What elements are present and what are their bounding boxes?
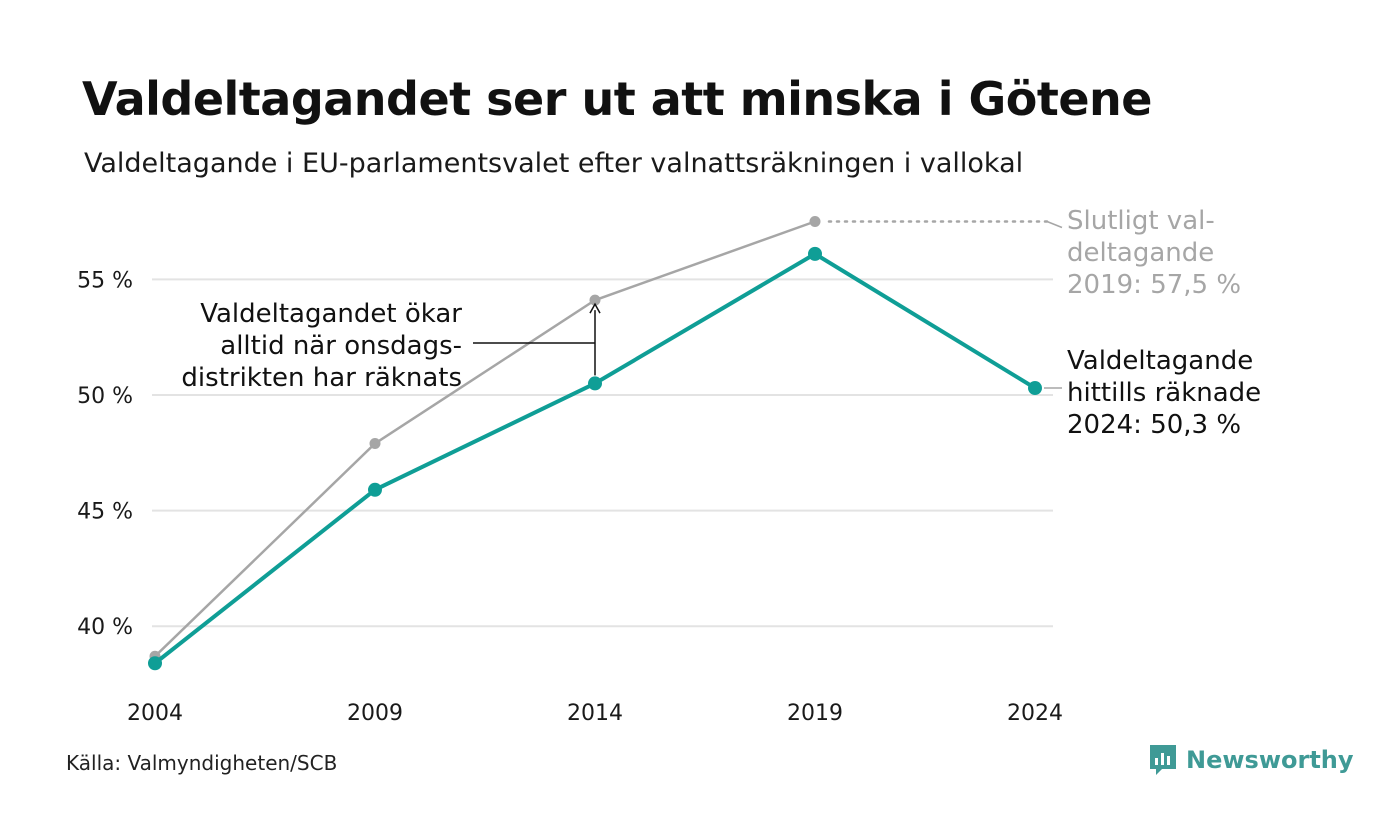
annotation-counted-line: hittills räknade	[1067, 378, 1261, 408]
brand-name: Newsworthy	[1186, 746, 1354, 774]
data-point-counted	[148, 656, 162, 671]
annotation-counted-line: 2024: 50,3 %	[1067, 410, 1241, 440]
data-point-counted	[368, 482, 382, 497]
newsworthy-logo-icon	[1150, 745, 1176, 775]
data-point-final	[809, 216, 821, 227]
data-point-final	[369, 438, 381, 450]
annotation-final-line: deltagande	[1067, 238, 1214, 268]
annotation-increase-line: alltid när onsdags-	[220, 331, 462, 361]
x-tick-label: 2024	[1007, 701, 1063, 726]
y-tick-label: 50 %	[77, 384, 133, 409]
y-tick-label: 40 %	[77, 615, 133, 640]
annotation-increase-line: distrikten har räknats	[181, 363, 462, 393]
annotation-counted-line: Valdeltagande	[1067, 346, 1253, 376]
series-line-final	[154, 220, 816, 658]
x-tick-label: 2014	[567, 701, 623, 726]
chart-title: Valdeltagandet ser ut att minska i Göten…	[82, 72, 1152, 126]
data-point-counted	[808, 246, 822, 261]
x-tick-label: 2019	[787, 701, 843, 726]
data-point-counted	[1028, 381, 1042, 396]
leader-tick	[1046, 220, 1063, 229]
y-tick-label: 45 %	[77, 500, 133, 525]
annotation-final-line: 2019: 57,5 %	[1067, 270, 1241, 300]
annotation-arrow-head	[589, 302, 601, 314]
source-note: Källa: Valmyndigheten/SCB	[66, 751, 338, 775]
annotation-final-line: Slutligt val-	[1067, 206, 1215, 236]
data-point-counted	[588, 376, 602, 391]
x-tick-label: 2004	[127, 701, 183, 726]
y-tick-label: 55 %	[77, 268, 133, 293]
brand-logo: Newsworthy	[1148, 743, 1354, 777]
data-point-final	[589, 294, 601, 306]
chart-subtitle: Valdeltagande i EU-parlamentsvalet efter…	[84, 148, 1024, 179]
annotation-increase-line: Valdeltagandet ökar	[200, 299, 462, 329]
x-tick-label: 2009	[347, 701, 403, 726]
